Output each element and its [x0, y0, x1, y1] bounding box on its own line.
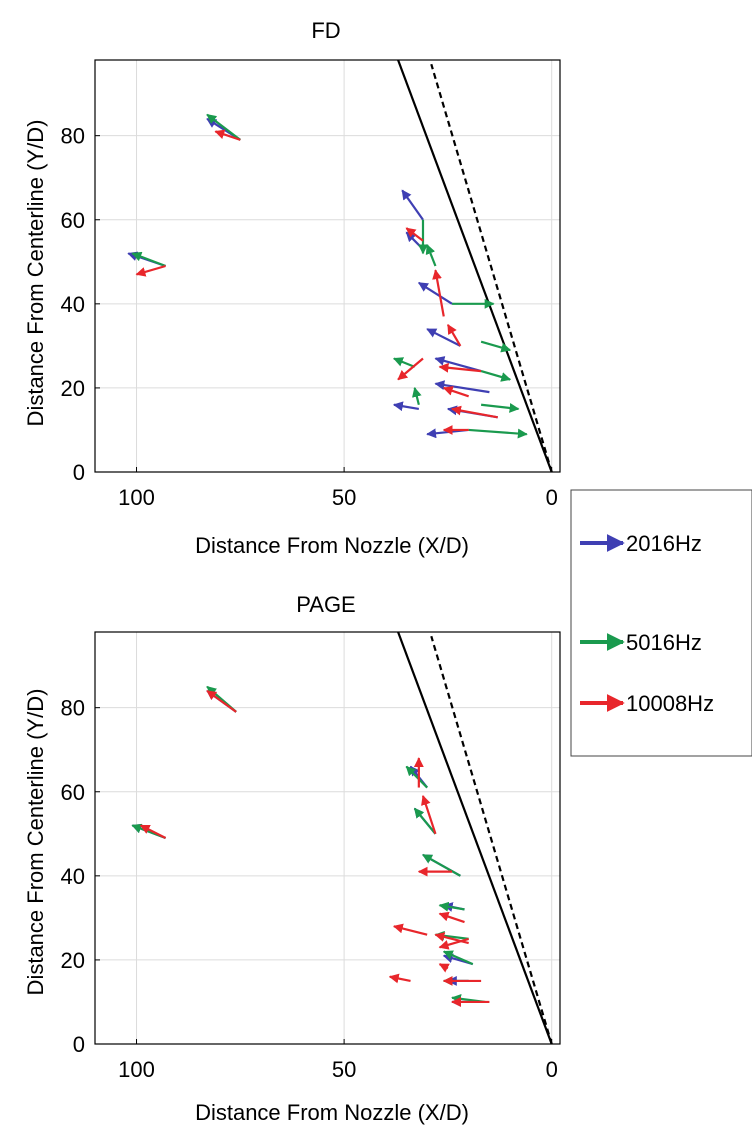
- legend-label: 2016Hz: [626, 531, 702, 556]
- series-2016hz: [131, 689, 477, 1007]
- vector-arrow: [418, 281, 453, 305]
- vector-arrow: [131, 251, 166, 268]
- y-tick-label: 80: [61, 696, 85, 721]
- y-tick-label: 0: [73, 1032, 85, 1057]
- vector-arrow: [434, 932, 469, 945]
- vector-arrow: [432, 269, 445, 317]
- chart-fd: FD 100 50 0 0 20 40 60 80 Distance From Nozzle …: [23, 18, 561, 558]
- vector-arrow: [139, 824, 167, 839]
- jet-boundary-lines: [397, 631, 553, 1045]
- vector-arrow: [480, 403, 520, 413]
- solid-boundary-line: [397, 631, 553, 1045]
- x-tick-label: 100: [118, 485, 155, 510]
- chart-page: PAGE 100 50 0 0 20 40 60 80 Distance From Nozzl…: [23, 592, 561, 1125]
- y-tick-label: 20: [61, 376, 85, 401]
- vector-arrows: [127, 113, 528, 439]
- x-tick-label: 0: [546, 485, 558, 510]
- vector-arrow: [468, 428, 528, 439]
- legend-entry: 2016Hz: [580, 531, 702, 556]
- legend-label: 5016Hz: [626, 630, 702, 655]
- x-axis-label: Distance From Nozzle (X/D): [195, 533, 469, 558]
- vector-arrow: [438, 901, 465, 912]
- vector-arrow: [412, 386, 422, 405]
- y-axis-label: Distance From Centerline (Y/D): [23, 689, 48, 996]
- vector-arrow: [405, 765, 428, 789]
- x-tick-label: 50: [332, 1057, 356, 1082]
- y-tick-label: 40: [61, 864, 85, 889]
- vector-arrow: [438, 963, 450, 973]
- vector-arrow: [438, 937, 469, 950]
- chart-title: FD: [311, 18, 340, 43]
- legend-label: 10008Hz: [626, 691, 714, 716]
- vector-arrow: [451, 405, 498, 419]
- plot-frame: [94, 631, 561, 1045]
- vector-arrow: [480, 340, 512, 353]
- y-tick-label: 60: [61, 208, 85, 233]
- series-5016hz: [131, 685, 486, 1004]
- y-tick-label: 60: [61, 780, 85, 805]
- vector-arrow: [434, 380, 490, 394]
- series-5016hz: [131, 113, 528, 439]
- vector-arrow: [392, 923, 428, 936]
- legend-entry: 10008Hz: [580, 691, 714, 716]
- dashed-boundary-line: [430, 63, 553, 473]
- vector-arrow: [392, 401, 420, 412]
- vector-arrow: [401, 189, 424, 221]
- vector-arrow: [421, 795, 437, 835]
- vector-arrow: [446, 324, 462, 347]
- vector-arrow: [434, 356, 482, 373]
- y-tick-label: 20: [61, 948, 85, 973]
- legend: 2016Hz 5016Hz 10008Hz: [570, 489, 752, 757]
- series-10008hz: [139, 689, 490, 1007]
- vector-arrow: [422, 853, 461, 877]
- vector-arrow: [397, 357, 424, 381]
- x-tick-label: 100: [118, 1057, 155, 1082]
- solid-boundary-line: [397, 59, 553, 473]
- y-tick-label: 80: [61, 124, 85, 149]
- series-10008hz: [135, 129, 498, 435]
- series-2016hz: [127, 117, 498, 439]
- grid: [95, 632, 560, 1045]
- vector-arrows: [131, 685, 490, 1007]
- vector-arrow: [442, 950, 474, 966]
- vector-arrow: [438, 911, 465, 924]
- x-axis-label: Distance From Nozzle (X/D): [195, 1100, 469, 1125]
- axis-ticks: 100 50 0 0 20 40 60 80: [61, 696, 558, 1082]
- vector-arrow: [426, 328, 461, 347]
- vector-arrow: [135, 264, 166, 277]
- legend-entry: 5016Hz: [580, 630, 702, 655]
- vector-arrow: [206, 689, 237, 713]
- vector-arrow: [438, 362, 482, 373]
- axis-ticks: 100 50 0 0 20 40 60 80: [61, 124, 558, 510]
- vector-arrow: [206, 113, 241, 141]
- plot-frame: [94, 59, 561, 473]
- legend-box: [570, 489, 752, 757]
- chart-title: PAGE: [296, 592, 356, 617]
- vector-arrow: [413, 807, 437, 835]
- vector-arrow: [442, 386, 470, 398]
- x-tick-label: 0: [546, 1057, 558, 1082]
- y-tick-label: 0: [73, 460, 85, 485]
- vector-arrow: [214, 129, 241, 141]
- vector-arrow: [388, 973, 411, 984]
- dashed-boundary-line: [430, 635, 553, 1045]
- y-axis-label: Distance From Centerline (Y/D): [23, 120, 48, 427]
- vector-arrow: [425, 244, 437, 267]
- y-tick-label: 40: [61, 292, 85, 317]
- x-tick-label: 50: [332, 485, 356, 510]
- vector-arrow: [393, 357, 416, 368]
- vector-arrow: [480, 370, 512, 382]
- vector-arrow: [405, 227, 424, 242]
- jet-boundary-lines: [397, 59, 553, 473]
